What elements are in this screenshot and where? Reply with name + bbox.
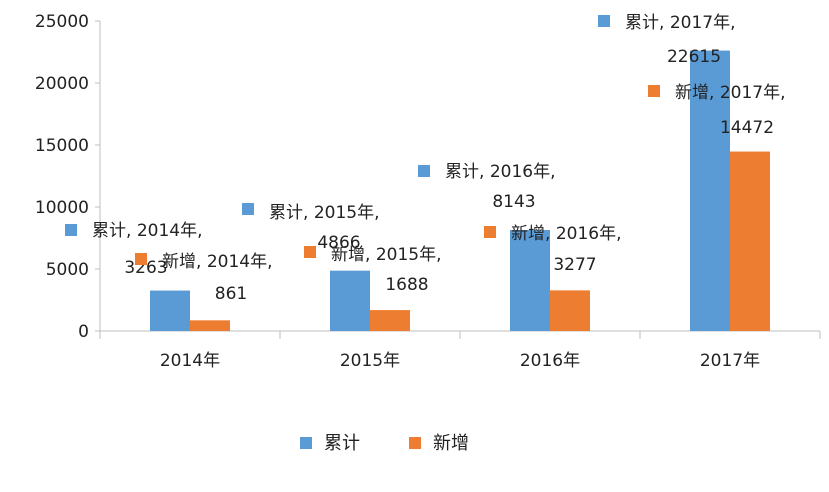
data-label-year: 2015年, — [314, 203, 380, 223]
bar-cumulative — [690, 50, 730, 331]
data-label-series: 新增, 2017年, — [675, 83, 785, 103]
data-label-series: 累计, 2017年, — [625, 13, 735, 33]
x-tick-label: 2016年 — [520, 351, 580, 371]
data-label-value: 861 — [215, 284, 247, 304]
y-tick-label: 0 — [78, 322, 89, 342]
bar-cumulative — [330, 270, 370, 331]
data-label-series-name: 新增 — [511, 224, 545, 244]
bar-new — [370, 310, 410, 331]
data-label-separator: , — [365, 245, 376, 265]
bar-new — [550, 290, 590, 331]
data-label-separator: , — [659, 13, 670, 33]
data-label-separator: , — [303, 203, 314, 223]
x-tick-label: 2014年 — [160, 351, 220, 371]
bar-cumulative — [510, 230, 550, 331]
data-label-separator: , — [545, 224, 556, 244]
data-label-year: 2015年, — [376, 245, 442, 265]
y-tick-label: 10000 — [35, 198, 89, 218]
data-label-separator: , — [709, 83, 720, 103]
data-label-marker — [648, 85, 660, 97]
data-label-marker — [242, 203, 254, 215]
legend-label: 累计 — [324, 433, 360, 454]
data-label-marker — [135, 253, 147, 265]
data-label-separator: , — [196, 252, 207, 272]
y-tick-label: 20000 — [35, 74, 89, 94]
data-label-value: 14472 — [720, 118, 774, 138]
data-label-series-name: 累计 — [269, 203, 303, 223]
data-label-value: 4866 — [317, 233, 360, 253]
data-label-separator: , — [479, 162, 490, 182]
data-label-value: 8143 — [492, 192, 535, 212]
data-label-series-name: 累计 — [445, 162, 479, 182]
data-label-series: 累计, 2016年, — [445, 162, 555, 182]
data-label-series-name: 新增 — [331, 245, 365, 265]
y-tick-label: 5000 — [46, 260, 89, 280]
data-label-year: 2014年, — [137, 221, 203, 241]
data-label-series: 累计, 2014年, — [92, 221, 202, 241]
data-label-year: 2016年, — [556, 224, 622, 244]
legend: 累计 新增 — [300, 433, 469, 454]
data-label-marker — [598, 15, 610, 27]
legend-swatch — [300, 437, 312, 449]
data-label-separator: , — [126, 221, 137, 241]
x-tick-label: 2017年 — [700, 351, 760, 371]
data-label-series: 累计, 2015年, — [269, 203, 379, 223]
data-label-series-name: 累计 — [625, 13, 659, 33]
data-label-year: 2017年, — [670, 13, 736, 33]
data-label-series: 新增, 2014年, — [162, 252, 272, 272]
data-label-series-name: 新增 — [162, 252, 196, 272]
bars-layer — [150, 50, 770, 331]
data-label-marker — [484, 226, 496, 238]
data-label-marker — [304, 246, 316, 258]
data-label-marker — [65, 224, 77, 236]
bar-new — [730, 151, 770, 331]
bar-cumulative — [150, 290, 190, 331]
data-label-year: 2017年, — [720, 83, 786, 103]
data-label-series: 新增, 2015年, — [331, 245, 441, 265]
legend-label: 新增 — [433, 433, 469, 454]
y-tick-label: 25000 — [35, 12, 89, 32]
data-label-value: 3277 — [553, 255, 596, 275]
data-label-marker — [418, 165, 430, 177]
data-label-year: 2014年, — [207, 252, 273, 272]
y-tick-label: 15000 — [35, 136, 89, 156]
legend-swatch — [409, 437, 421, 449]
data-label-series-name: 累计 — [92, 221, 126, 241]
data-label-value: 22615 — [667, 47, 721, 67]
data-label-series-name: 新增 — [675, 83, 709, 103]
data-label-series: 新增, 2016年, — [511, 224, 621, 244]
data-label-year: 2016年, — [490, 162, 556, 182]
x-tick-label: 2015年 — [340, 351, 400, 371]
data-label-value: 1688 — [385, 275, 428, 295]
bar-new — [190, 320, 230, 331]
